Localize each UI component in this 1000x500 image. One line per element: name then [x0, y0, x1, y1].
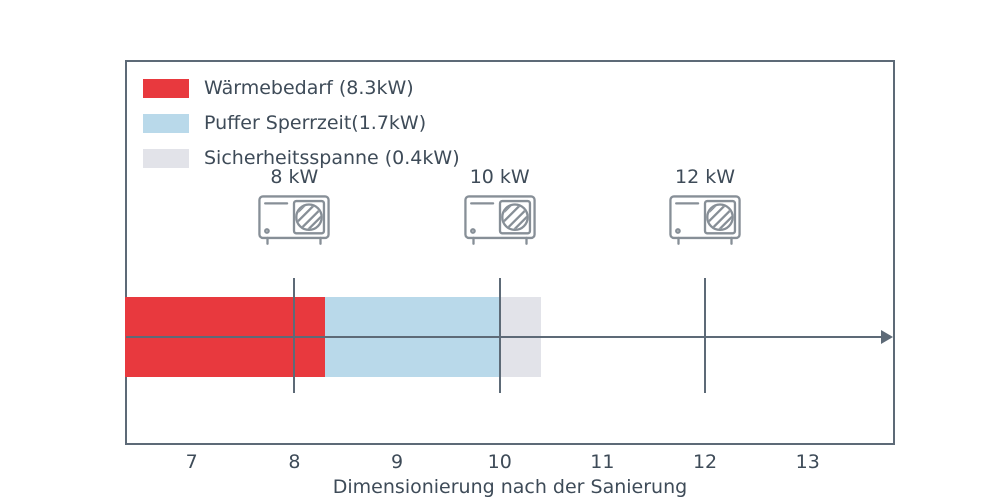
- legend-item: Puffer Sperrzeit(1.7kW): [143, 112, 460, 134]
- x-tick-label-9: 9: [391, 451, 404, 473]
- x-tick-label-10: 10: [487, 451, 512, 473]
- plot-area: [125, 60, 895, 445]
- x-tick-label-11: 11: [590, 451, 615, 473]
- axis-arrowhead: [881, 330, 893, 344]
- marker-line-8kw: [293, 278, 296, 393]
- legend-item: Wärmebedarf (8.3kW): [143, 77, 460, 99]
- x-tick-label-8: 8: [288, 451, 301, 473]
- axis-arrow-line: [126, 336, 883, 338]
- legend-label: Sicherheitsspanne (0.4kW): [204, 147, 460, 169]
- legend-swatch: [143, 148, 189, 168]
- heat-pump-icon: [668, 193, 742, 246]
- legend-item: Sicherheitsspanne (0.4kW): [143, 147, 460, 169]
- marker-line-12kw: [704, 278, 707, 393]
- legend-swatch: [143, 78, 189, 98]
- marker-label-10kw: 10 kW: [469, 166, 530, 188]
- marker-label-12kw: 12 kW: [675, 166, 736, 188]
- x-tick-label-13: 13: [795, 451, 820, 473]
- legend: Wärmebedarf (8.3kW) Puffer Sperrzeit(1.7…: [143, 77, 460, 182]
- x-tick-label-7: 7: [185, 451, 198, 473]
- x-axis-label: Dimensionierung nach der Sanierung: [332, 476, 688, 498]
- x-tick-label-12: 12: [692, 451, 718, 473]
- heat-pump-icon: [463, 193, 537, 246]
- legend-swatch: [143, 113, 189, 133]
- heat-pump-icon: [257, 193, 331, 246]
- marker-label-8kw: 8 kW: [270, 166, 319, 188]
- legend-label: Puffer Sperrzeit(1.7kW): [204, 112, 427, 134]
- legend-label: Wärmebedarf (8.3kW): [204, 77, 414, 99]
- marker-line-10kw: [498, 278, 501, 393]
